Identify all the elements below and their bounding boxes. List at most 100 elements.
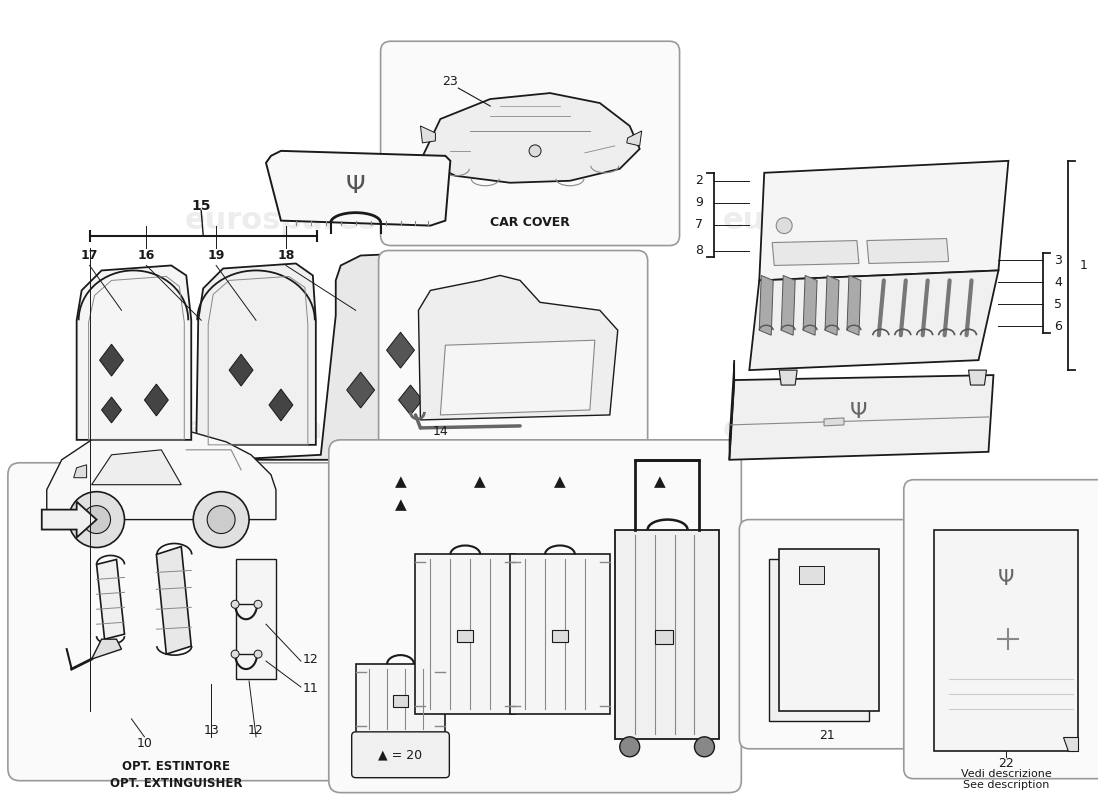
Text: OPT. ESTINTORE: OPT. ESTINTORE xyxy=(122,760,230,774)
Text: eurospares: eurospares xyxy=(185,206,377,235)
Text: eurospares: eurospares xyxy=(454,206,647,235)
Text: 12: 12 xyxy=(302,653,319,666)
Text: 16: 16 xyxy=(138,249,155,262)
Text: 7: 7 xyxy=(695,218,704,231)
Text: 11: 11 xyxy=(302,682,319,695)
Polygon shape xyxy=(781,275,795,335)
Polygon shape xyxy=(91,450,182,485)
Polygon shape xyxy=(772,241,859,266)
Text: eurospares: eurospares xyxy=(185,625,377,654)
Text: 10: 10 xyxy=(136,738,153,750)
Bar xyxy=(458,630,473,642)
Polygon shape xyxy=(77,266,191,440)
Text: ▲: ▲ xyxy=(554,474,565,490)
Polygon shape xyxy=(398,385,422,415)
Circle shape xyxy=(194,492,249,547)
Polygon shape xyxy=(355,664,446,734)
Polygon shape xyxy=(729,375,993,460)
FancyBboxPatch shape xyxy=(381,42,680,246)
Text: ▲: ▲ xyxy=(653,474,666,490)
Text: 9: 9 xyxy=(695,196,703,209)
Polygon shape xyxy=(100,344,123,376)
Text: eurospares: eurospares xyxy=(723,625,915,654)
Bar xyxy=(654,630,672,644)
Circle shape xyxy=(529,145,541,157)
Polygon shape xyxy=(779,370,798,385)
Circle shape xyxy=(619,737,640,757)
Polygon shape xyxy=(101,397,121,423)
FancyBboxPatch shape xyxy=(739,519,914,749)
Text: Vedi descrizione: Vedi descrizione xyxy=(961,769,1052,778)
Circle shape xyxy=(254,650,262,658)
Polygon shape xyxy=(803,275,817,335)
Text: ▲: ▲ xyxy=(474,474,486,490)
Polygon shape xyxy=(346,372,375,408)
Polygon shape xyxy=(627,131,641,146)
Text: ▲ = 20: ▲ = 20 xyxy=(378,748,422,762)
Polygon shape xyxy=(47,432,276,519)
Polygon shape xyxy=(615,530,719,739)
Text: See description: See description xyxy=(964,780,1049,790)
Circle shape xyxy=(231,600,239,608)
Circle shape xyxy=(777,218,792,234)
Polygon shape xyxy=(968,370,987,385)
Bar xyxy=(393,695,408,707)
Text: ▲: ▲ xyxy=(395,474,406,490)
Text: 12: 12 xyxy=(249,724,264,738)
Text: 5: 5 xyxy=(1054,298,1063,311)
Polygon shape xyxy=(91,639,121,659)
Polygon shape xyxy=(934,530,1078,750)
FancyBboxPatch shape xyxy=(352,732,450,778)
Text: eurospares: eurospares xyxy=(723,206,915,235)
Circle shape xyxy=(207,506,235,534)
Circle shape xyxy=(694,737,714,757)
Circle shape xyxy=(82,506,110,534)
Bar xyxy=(799,566,824,584)
Polygon shape xyxy=(779,550,879,711)
Circle shape xyxy=(68,492,124,547)
Text: 21: 21 xyxy=(820,730,835,742)
Polygon shape xyxy=(156,546,191,654)
Text: 8: 8 xyxy=(695,244,704,257)
Text: eurospares: eurospares xyxy=(454,415,647,444)
Polygon shape xyxy=(420,93,640,182)
Text: 19: 19 xyxy=(208,249,224,262)
Text: eurospares: eurospares xyxy=(454,625,647,654)
Text: Ψ: Ψ xyxy=(850,402,868,422)
Polygon shape xyxy=(227,253,450,460)
Text: Ψ: Ψ xyxy=(345,174,365,198)
Polygon shape xyxy=(759,161,1009,281)
Text: 3: 3 xyxy=(1054,254,1063,267)
Polygon shape xyxy=(729,360,735,460)
Polygon shape xyxy=(824,418,844,426)
Text: 6: 6 xyxy=(1054,320,1063,333)
FancyBboxPatch shape xyxy=(378,250,648,455)
Polygon shape xyxy=(418,275,618,420)
Polygon shape xyxy=(144,384,168,416)
Text: eurospares: eurospares xyxy=(723,415,915,444)
FancyBboxPatch shape xyxy=(329,440,741,793)
Text: 15: 15 xyxy=(191,198,211,213)
Polygon shape xyxy=(270,389,293,421)
Bar xyxy=(552,630,568,642)
Circle shape xyxy=(254,600,262,608)
Polygon shape xyxy=(759,275,773,335)
Text: 22: 22 xyxy=(999,758,1014,770)
Text: Ψ: Ψ xyxy=(998,570,1014,590)
Text: eurospares: eurospares xyxy=(185,415,377,444)
Polygon shape xyxy=(74,465,87,478)
Polygon shape xyxy=(420,126,436,143)
Polygon shape xyxy=(510,554,609,714)
Text: 2: 2 xyxy=(695,174,703,187)
Text: 13: 13 xyxy=(204,724,219,738)
Polygon shape xyxy=(386,332,415,368)
Text: CAR COVER: CAR COVER xyxy=(491,216,570,229)
Polygon shape xyxy=(97,559,124,639)
Text: 17: 17 xyxy=(81,249,98,262)
Polygon shape xyxy=(42,502,97,538)
Polygon shape xyxy=(440,340,595,415)
Polygon shape xyxy=(266,151,450,226)
Polygon shape xyxy=(749,270,999,370)
FancyBboxPatch shape xyxy=(904,480,1100,778)
Polygon shape xyxy=(196,263,316,445)
